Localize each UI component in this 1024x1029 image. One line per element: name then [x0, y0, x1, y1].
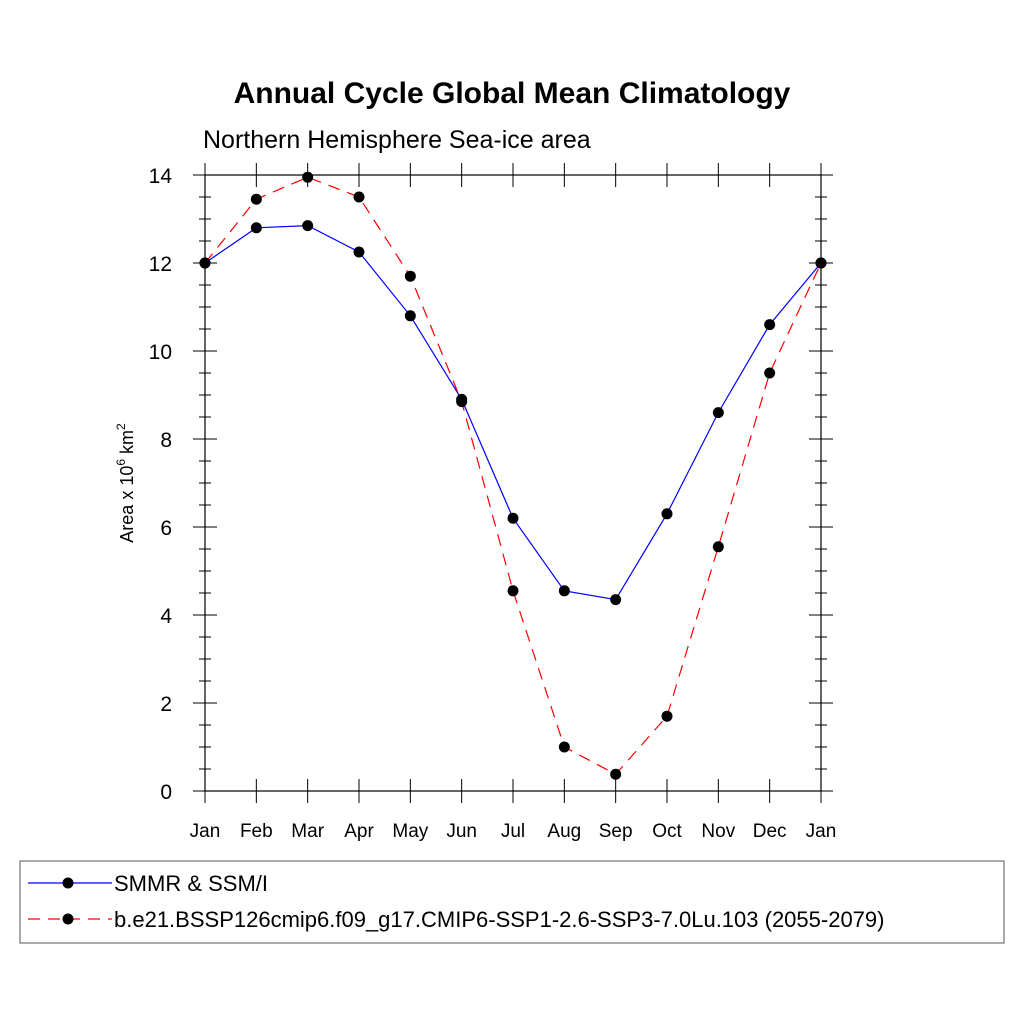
x-tick-label: Feb	[240, 821, 273, 842]
data-point-model	[507, 585, 519, 597]
data-point-smmr	[558, 585, 570, 597]
chart-title: Annual Cycle Global Mean Climatology	[234, 77, 791, 110]
data-point-model	[815, 257, 827, 269]
x-tick-label: Dec	[753, 821, 787, 842]
legend-label-model: b.e21.BSSP126cmip6.f09_g17.CMIP6-SSP1-2.…	[114, 907, 884, 932]
data-point-smmr	[404, 310, 416, 322]
y-tick-label: 0	[160, 781, 172, 804]
data-point-model	[610, 768, 622, 780]
data-point-model	[199, 257, 211, 269]
y-axis-label-exponent: 6	[114, 459, 128, 466]
y-tick-label: 14	[149, 165, 173, 188]
series-layer	[199, 171, 827, 780]
y-tick-label: 2	[160, 693, 172, 716]
data-point-smmr	[764, 319, 776, 331]
x-tick-label: Aug	[547, 821, 581, 842]
data-point-smmr	[712, 407, 724, 419]
y-axis-label: Area x 106 km2	[114, 423, 137, 543]
data-point-model	[661, 710, 673, 722]
data-point-smmr	[610, 594, 622, 606]
chart-subtitle: Northern Hemisphere Sea-ice area	[203, 126, 591, 154]
x-tick-label: Mar	[291, 821, 324, 842]
x-tick-label: Jul	[501, 821, 525, 842]
data-point-model	[558, 741, 570, 753]
y-axis-label-unit: km	[117, 430, 137, 459]
plot-frame	[204, 174, 822, 792]
data-point-model	[302, 171, 314, 183]
x-tick-label: Sep	[599, 821, 633, 842]
x-tick-label: Nov	[701, 821, 735, 842]
y-tick-label: 8	[160, 429, 172, 452]
legend-marker-smmr	[62, 877, 74, 889]
x-tick-label: Jun	[446, 821, 477, 842]
series-line-smmr	[204, 224, 822, 601]
y-tick-label: 10	[149, 341, 172, 364]
data-point-smmr	[661, 508, 673, 520]
x-tick-label: Jan	[806, 821, 837, 842]
data-point-model	[404, 270, 416, 282]
x-tick-label: May	[392, 821, 428, 842]
legend-marker-model	[62, 913, 74, 925]
data-point-smmr	[250, 222, 262, 234]
series-line-model	[204, 176, 822, 776]
x-tick-label: Oct	[652, 821, 682, 842]
data-point-smmr	[353, 246, 365, 258]
y-tick-label: 12	[149, 253, 172, 276]
data-point-model	[764, 367, 776, 379]
x-tick-label: Apr	[344, 821, 374, 842]
y-tick-label: 4	[160, 605, 172, 628]
ticks-layer: 0 2 4 6 8 10 12 14 Jan Feb Mar Apr May Jun Jul Aug Sep Oc…	[149, 163, 837, 842]
x-tick-label: Jan	[190, 821, 221, 842]
data-point-smmr	[302, 220, 314, 232]
data-point-smmr	[507, 512, 519, 524]
data-point-model	[712, 541, 724, 553]
y-tick-label: 6	[160, 517, 172, 540]
y-axis-label-prefix: Area x 10	[117, 466, 137, 543]
legend-box	[19, 860, 1005, 944]
legend-label-smmr: SMMR & SSM/I	[114, 871, 268, 896]
legend: SMMR & SSM/I b.e21.BSSP126cmip6.f09_g17.…	[19, 860, 1005, 944]
data-point-model	[353, 191, 365, 203]
y-axis-label-unit-exponent: 2	[114, 423, 128, 430]
data-point-model	[250, 193, 262, 205]
data-point-model	[456, 396, 468, 408]
